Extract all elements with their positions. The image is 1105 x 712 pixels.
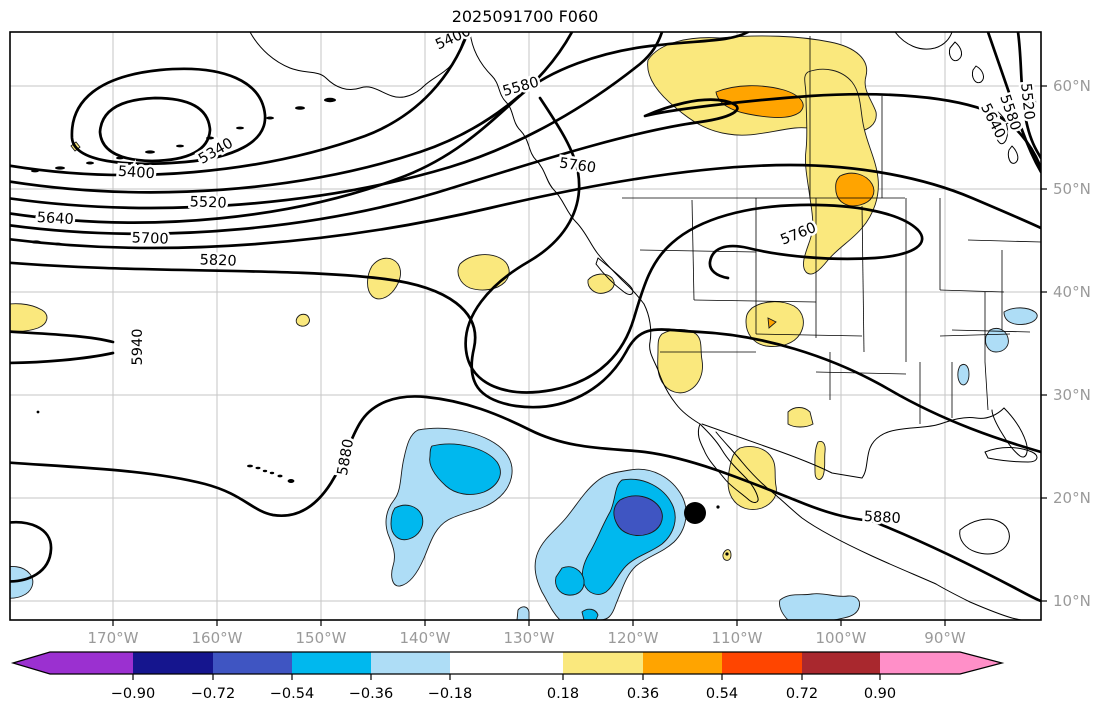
colorbar-outline — [10, 651, 1005, 675]
contour-label: 5760 — [558, 156, 597, 177]
shading-strong-negative — [613, 495, 663, 536]
colorbar-tick-label: −0.36 — [349, 686, 393, 702]
y-tick-label: 60°N — [1053, 77, 1091, 95]
colorbar-tick-label: 0.90 — [864, 686, 896, 702]
colorbar-segment — [802, 652, 880, 674]
x-tick-label: 120°W — [608, 629, 659, 647]
contour-5820 — [10, 261, 1041, 454]
contour-label: 5520 — [189, 194, 226, 211]
contour-5940-ridge-upper — [10, 330, 115, 344]
height-contours — [10, 32, 1041, 603]
colorbar-segment — [133, 652, 213, 674]
colorbar-tick-labels: −0.90 −0.72 −0.54 −0.36 −0.18 0.18 0.36 … — [111, 686, 896, 702]
colorbar: −0.90 −0.72 −0.54 −0.36 −0.18 0.18 0.36 … — [10, 651, 1005, 702]
shading-weak-negative — [10, 307, 1038, 620]
contour-5580-west — [10, 32, 750, 224]
axis-ticks — [112, 85, 1047, 626]
contour-5760 — [464, 96, 924, 394]
contour-label: 5340 — [196, 135, 236, 167]
x-tick-label: 110°W — [712, 629, 763, 647]
colorbar-tick-label: −0.72 — [191, 686, 235, 702]
y-tick-label: 40°N — [1053, 283, 1091, 301]
contour-inner-low — [98, 96, 212, 163]
x-tick-label: 170°W — [88, 629, 139, 647]
x-tick-label: 90°W — [924, 629, 966, 647]
colorbar-tick-label: −0.90 — [111, 686, 155, 702]
colorbar-segment — [450, 652, 563, 674]
colorbar-tick-label: 0.36 — [627, 686, 659, 702]
contour-5460 — [10, 32, 574, 194]
x-tick-label: 160°W — [192, 629, 243, 647]
colorbar-segment — [213, 652, 292, 674]
contour-5940-ridge-lower — [10, 351, 115, 365]
contour-label: 5640 — [36, 210, 74, 228]
y-tick-label: 30°N — [1053, 386, 1091, 404]
colorbar-segment — [880, 652, 960, 674]
contour-label: 5700 — [131, 230, 168, 247]
x-tick-label: 140°W — [400, 629, 451, 647]
contour-5400 — [10, 32, 470, 177]
x-tick-label: 100°W — [816, 629, 867, 647]
colorbar-tick-label: −0.18 — [428, 686, 472, 702]
contour-label: 5880 — [335, 438, 357, 477]
gridlines — [10, 32, 1041, 620]
y-tick-label: 20°N — [1053, 489, 1091, 507]
colorbar-tick-label: 0.54 — [706, 686, 738, 702]
colorbar-segment — [722, 652, 802, 674]
colorbar-tick-label: 0.72 — [786, 686, 818, 702]
state-borders — [622, 36, 1041, 424]
shading-weak-positive — [10, 35, 879, 561]
contour-5520-corner — [1016, 32, 1041, 160]
x-axis-labels: 170°W 160°W 150°W 140°W 130°W 120°W 110°… — [88, 629, 966, 647]
plot-title: 2025091700 F060 — [452, 7, 599, 26]
colorbar-segment — [50, 652, 133, 674]
colorbar-segment — [371, 652, 450, 674]
y-tick-label: 10°N — [1053, 592, 1091, 610]
contour-label: 5820 — [199, 252, 236, 269]
colorbar-left-arrow — [13, 652, 50, 674]
colorbar-segment — [563, 652, 643, 674]
plot-border — [9, 31, 1042, 621]
contour-5940-closed-low-left — [10, 520, 53, 583]
contour-5880 — [10, 395, 1041, 603]
x-tick-label: 150°W — [296, 629, 347, 647]
colorbar-ticks — [132, 674, 881, 680]
colorbar-segment — [292, 652, 371, 674]
y-axis-labels: 60°N 50°N 40°N 30°N 20°N 10°N — [1053, 77, 1091, 610]
y-tick-label: 50°N — [1053, 180, 1091, 198]
colorbar-segment — [643, 652, 722, 674]
island-specks — [31, 97, 336, 483]
coastlines — [249, 32, 1038, 620]
colorbar-right-arrow — [960, 652, 1002, 674]
contour-labels: 5340 5400 5400 5520 5640 5700 5820 5580 … — [34, 23, 1040, 529]
contour-5520-west — [10, 32, 664, 210]
contour-5340 — [70, 67, 267, 166]
contour-5640 — [10, 92, 1041, 236]
x-tick-label: 130°W — [504, 629, 555, 647]
contour-5700 — [10, 163, 1041, 250]
colorbar-tick-label: 0.18 — [547, 686, 579, 702]
storm-position-marker — [684, 502, 729, 556]
colorbar-tick-label: −0.54 — [270, 686, 314, 702]
contour-label: 5880 — [863, 509, 901, 527]
contour-label: 5400 — [117, 164, 155, 183]
contour-label: 5940 — [130, 329, 146, 366]
contour-label: 5520 — [1017, 82, 1037, 120]
contour-label: 5400 — [433, 23, 473, 53]
contour-5580-corner — [986, 32, 1041, 174]
